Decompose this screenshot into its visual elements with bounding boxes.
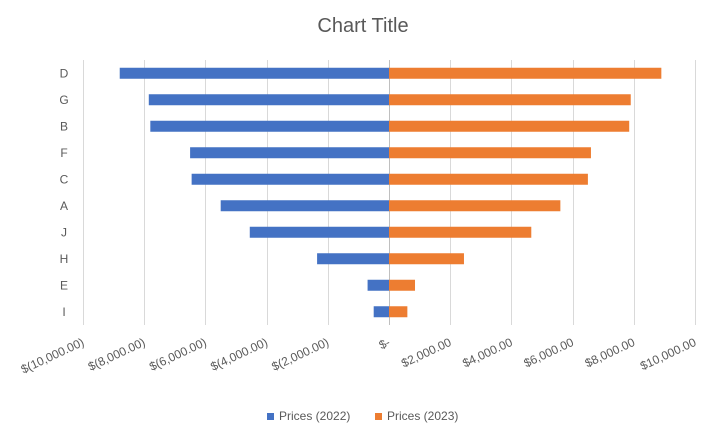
x-axis-tick-labels: $(10,000.00) $(8,000.00) $(6,000.00) $(4,00… (19, 335, 699, 377)
bar-2022-H (317, 253, 389, 265)
bar-2022-C (191, 173, 389, 185)
bar-2022-G (148, 94, 389, 106)
x-tick-label-1: $(8,000.00) (86, 335, 148, 374)
category-label-G: G (59, 93, 68, 107)
bar-2023-J (389, 226, 532, 238)
x-tick-label-10: $10,000.00 (638, 335, 699, 373)
bar-2023-G (389, 94, 631, 106)
bar-2023-E (389, 279, 416, 291)
category-label-A: A (60, 199, 68, 213)
x-tick-label-4: $(2,000.00) (270, 335, 332, 374)
bar-2023-A (389, 200, 561, 212)
bar-2023-H (389, 253, 464, 265)
category-label-H: H (60, 252, 69, 266)
bar-2022-B (150, 120, 389, 132)
bar-2022-J (249, 226, 389, 238)
legend-swatch-2023 (375, 413, 382, 420)
category-label-D: D (60, 66, 69, 80)
x-tick-label-9: $8,000.00 (583, 335, 638, 370)
bar-2023-D (389, 67, 662, 79)
category-label-F: F (60, 146, 67, 160)
category-label-I: I (62, 305, 65, 319)
category-label-B: B (60, 119, 68, 133)
x-tick-label-5: $- (377, 335, 393, 352)
bar-2022-I (373, 306, 389, 318)
x-tick-label-3: $(4,000.00) (208, 335, 270, 374)
bar-2022-D (119, 67, 389, 79)
bar-2023-B (389, 120, 630, 132)
bars-layer (119, 67, 662, 318)
x-tick-label-7: $4,000.00 (460, 335, 515, 370)
x-tick-label-0: $(10,000.00) (19, 335, 87, 376)
bar-2023-I (389, 306, 408, 318)
bar-2022-E (367, 279, 389, 291)
legend-label-2023: Prices (2023) (387, 409, 458, 423)
x-tick-label-2: $(6,000.00) (147, 335, 209, 374)
bar-2023-C (389, 173, 588, 185)
category-label-E: E (60, 278, 68, 292)
chart-title: Chart Title (317, 15, 408, 37)
legend-swatch-2022 (267, 413, 274, 420)
category-label-C: C (60, 172, 69, 186)
category-label-J: J (61, 225, 67, 239)
x-tick-label-6: $2,000.00 (399, 335, 454, 370)
bar-2023-F (389, 147, 591, 159)
bar-2022-A (220, 200, 389, 212)
legend-label-2022: Prices (2022) (279, 409, 350, 423)
x-tick-label-8: $6,000.00 (522, 335, 577, 370)
bar-2022-F (190, 147, 389, 159)
legend: Prices (2022) Prices (2023) (267, 409, 458, 423)
